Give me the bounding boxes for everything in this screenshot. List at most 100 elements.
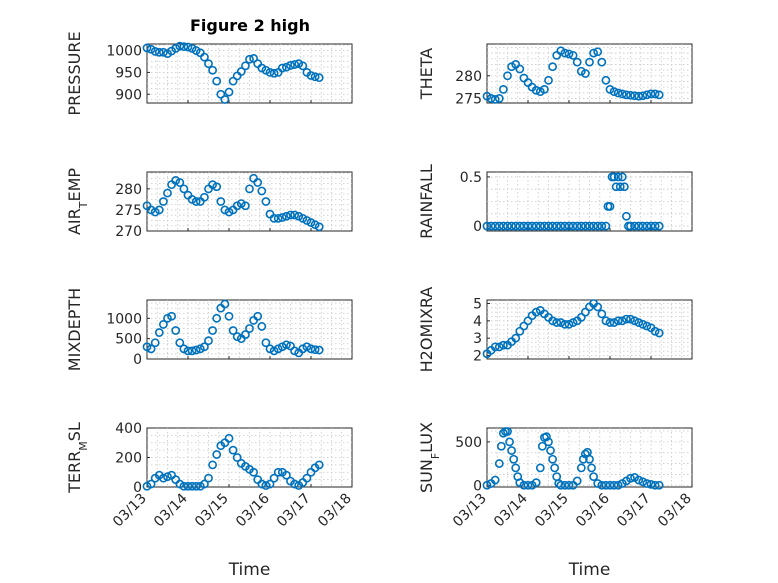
y-tick-label: 950 [115,65,142,81]
data-point [593,479,603,488]
data-point [568,50,578,60]
data-point [183,42,193,52]
y-axis-label: TERRMSL [65,422,90,494]
data-point [535,463,545,473]
data-point [568,221,578,231]
data-point [281,340,291,350]
data-point [585,57,594,67]
data-point [556,480,566,490]
data-point [585,221,594,231]
data-point [511,463,521,473]
y-axis-label: PRESSURE [65,31,84,115]
x-axis-label: Time [568,560,611,580]
data-point [179,184,189,194]
data-point [519,480,529,490]
data-point [593,302,603,312]
data-point [630,91,639,101]
data-point [286,210,295,220]
data-point [290,210,299,220]
data-point [163,188,172,198]
data-point [253,178,263,187]
data-point [240,201,250,211]
data-point [540,221,549,231]
data-point [581,307,590,317]
subplot-pressure: 900 950 1000 PRESSURE [65,31,353,116]
data-point [490,475,500,485]
data-point [537,441,547,451]
data-point [212,76,222,86]
data-point [310,72,320,82]
data-point [593,47,603,57]
data-point [228,445,238,455]
y-tick-label: 500 [455,435,482,451]
data-point [257,479,267,489]
data-point [642,479,652,488]
data-point [142,43,152,53]
data-point [601,316,611,326]
data-point [158,473,168,483]
data-point [281,62,291,72]
data-point [257,186,267,196]
y-tick-label: 0 [473,478,482,494]
data-point [228,326,238,335]
data-point [523,221,533,231]
data-point [245,184,254,194]
data-point [535,221,545,231]
data-point [578,454,588,464]
subplot-sunflux: 0 500 03/13 03/14 03/15 03/16 03/17 03/18 Time SU… [417,422,695,580]
data-point [617,316,627,326]
data-point [548,62,557,72]
data-point [146,479,156,489]
data-point [498,221,508,231]
x-tick-label: 03/17 [614,491,654,531]
data-point [540,84,549,94]
data-point [281,470,291,480]
data-point [589,48,598,58]
data-point [498,84,508,94]
data-point [212,450,222,459]
data-point [183,481,193,491]
data-point [306,344,316,354]
data-point [650,326,660,336]
data-point [544,75,553,85]
data-point [597,480,607,490]
data-point [654,480,664,490]
y-axis-label: MIXDEPTH [65,288,84,371]
figure-title: Figure 2 high [190,16,310,35]
data-point [609,87,619,97]
data-point [585,454,594,464]
data-point [546,446,555,455]
y-tick-label: 200 [115,451,142,467]
data-point [605,318,615,327]
data-point [490,94,500,104]
data-point [593,221,603,231]
data-point [576,221,586,231]
y-tick-label: 0 [473,219,482,235]
data-point [634,318,644,327]
data-point [224,87,234,97]
data-point [589,472,598,481]
x-tick-label: 03/14 [491,490,531,530]
data-point [220,299,230,309]
data-point [277,213,287,222]
data-point [179,481,189,491]
data-point [622,211,631,221]
data-point [519,221,529,231]
data-point [638,221,648,231]
data-point [544,437,553,447]
data-point [650,89,660,99]
data-point [236,67,246,76]
data-point [204,473,213,483]
data-point [245,54,254,64]
data-point [187,346,197,356]
data-point [199,192,209,202]
data-point [626,221,635,231]
data-point [253,311,263,321]
data-point [650,480,660,490]
data-point [597,57,607,67]
data-point [560,319,570,329]
data-point [622,314,631,324]
data-point [314,345,324,355]
data-point [191,197,201,206]
